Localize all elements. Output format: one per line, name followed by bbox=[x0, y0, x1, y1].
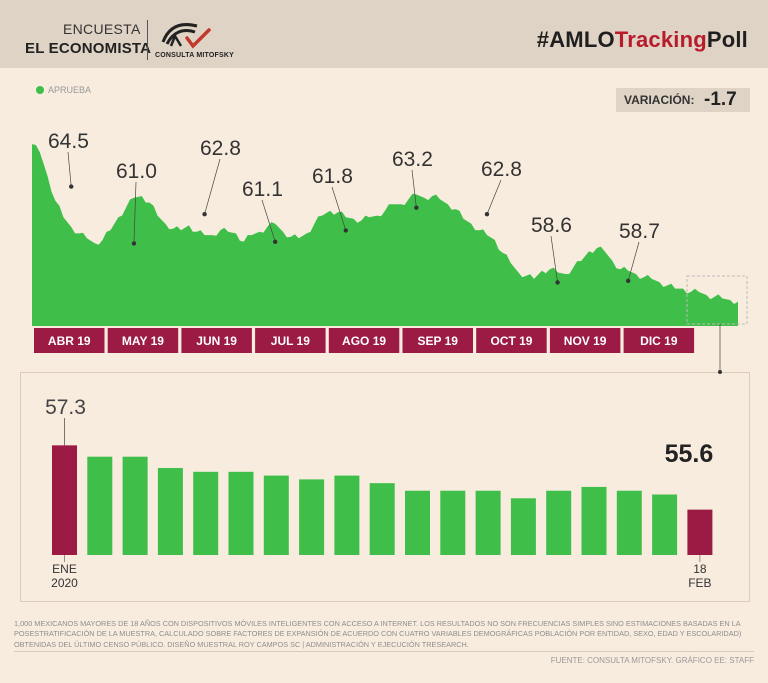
annotation-dot bbox=[555, 280, 560, 285]
bar bbox=[334, 475, 360, 555]
bar bbox=[440, 490, 466, 555]
month-tab bbox=[402, 328, 473, 353]
connector-dot bbox=[718, 370, 722, 374]
month-tab bbox=[549, 328, 621, 353]
annotation-leader bbox=[550, 235, 558, 283]
zoom-highlight-box bbox=[686, 275, 748, 325]
month-label: ABR 19 bbox=[48, 334, 91, 348]
annotation-label: 63.2 bbox=[392, 148, 433, 171]
variacion-box: VARIACIÓN: -1.7 bbox=[616, 88, 750, 112]
month-label: OCT 19 bbox=[490, 334, 532, 348]
first-bar-value: 57.3 bbox=[45, 396, 86, 419]
bar bbox=[616, 490, 642, 555]
footnote-divider bbox=[14, 651, 754, 652]
encuesta-label: ENCUESTA bbox=[63, 21, 141, 37]
header-bar: ENCUESTA EL ECONOMISTA CONSULTA MITOFSKY… bbox=[0, 0, 768, 68]
month-tab bbox=[255, 328, 326, 353]
last-bar-value: 55.6 bbox=[665, 440, 714, 468]
annotation-leader bbox=[261, 199, 276, 242]
annotation-leader bbox=[67, 151, 72, 187]
annotation-dot bbox=[272, 239, 278, 245]
month-tab bbox=[328, 328, 400, 353]
annotation-leader bbox=[411, 169, 417, 208]
annotation-label: 61.8 bbox=[312, 165, 353, 188]
el-economista-logo-text: EL ECONOMISTA bbox=[25, 40, 152, 57]
hashtag-red: Tracking bbox=[614, 27, 707, 52]
last-bar-day: 18 bbox=[693, 562, 707, 576]
bar bbox=[228, 471, 254, 555]
month-label: SEP 19 bbox=[418, 334, 459, 348]
annotation-label: 62.8 bbox=[481, 158, 522, 181]
month-tab bbox=[107, 328, 179, 353]
last-bar-month: FEB bbox=[688, 576, 711, 590]
bar bbox=[475, 490, 501, 555]
annotation-leader bbox=[204, 158, 221, 215]
bar bbox=[87, 456, 113, 555]
annotation-label: 61.0 bbox=[116, 160, 157, 183]
annotation-dot bbox=[414, 205, 419, 210]
annotation-leader bbox=[486, 179, 502, 215]
bar bbox=[193, 471, 219, 555]
annotation-label: 61.1 bbox=[242, 178, 283, 201]
month-label: JUN 19 bbox=[196, 334, 237, 348]
month-tab bbox=[476, 328, 547, 353]
bar bbox=[687, 509, 713, 555]
month-label: NOV 19 bbox=[564, 334, 607, 348]
month-tab bbox=[623, 328, 695, 353]
source-credit: FUENTE: CONSULTA MITOFSKY. GRÁFICO EE: S… bbox=[550, 656, 754, 665]
month-tab bbox=[34, 328, 105, 353]
bar bbox=[369, 483, 395, 555]
hashtag-prefix: #AMLO bbox=[536, 27, 615, 52]
month-tab bbox=[181, 328, 252, 353]
annotation-dot bbox=[625, 278, 631, 283]
variacion-label: VARIACIÓN: bbox=[624, 93, 695, 107]
annotation-dot bbox=[343, 228, 348, 233]
month-label: JUL 19 bbox=[271, 334, 310, 348]
annotation-dot bbox=[484, 212, 490, 217]
bar bbox=[52, 445, 77, 555]
consulta-mitofsky-text: CONSULTA MITOFSKY bbox=[155, 52, 234, 59]
annotation-label: 58.6 bbox=[531, 214, 572, 237]
annotation-leader bbox=[627, 241, 640, 281]
annotation-label: 62.8 bbox=[200, 137, 241, 160]
legend-dot-icon bbox=[36, 86, 44, 94]
annotation-label: 64.5 bbox=[48, 130, 89, 153]
bar bbox=[263, 475, 289, 555]
bar bbox=[581, 486, 607, 555]
bar bbox=[405, 490, 430, 555]
first-bar-month: ENE bbox=[52, 562, 77, 576]
annotation-label: 58.7 bbox=[619, 220, 660, 243]
bar bbox=[510, 498, 536, 555]
bar bbox=[299, 479, 325, 555]
bar bbox=[157, 468, 183, 555]
header-divider bbox=[147, 20, 148, 60]
legend: APRUEBA bbox=[36, 85, 91, 95]
bar bbox=[652, 494, 678, 555]
annotation-dot bbox=[202, 212, 207, 217]
footnote: 1,000 mexicanos mayores de 18 años con d… bbox=[14, 619, 742, 649]
amlo-tracking-poll-title: #AMLOTrackingPoll bbox=[537, 27, 748, 53]
approval-area bbox=[32, 144, 738, 326]
month-label: AGO 19 bbox=[342, 334, 386, 348]
first-bar-year: 2020 bbox=[51, 576, 78, 590]
month-label: MAY 19 bbox=[122, 334, 164, 348]
variacion-value: -1.7 bbox=[704, 89, 737, 110]
hashtag-suffix: Poll bbox=[706, 27, 748, 52]
annotation-leader bbox=[133, 181, 137, 244]
bar bbox=[546, 490, 572, 555]
annotation-leader bbox=[331, 186, 347, 231]
legend-label: APRUEBA bbox=[48, 85, 92, 95]
mitofsky-logo-icon bbox=[161, 23, 211, 49]
annotation-dot bbox=[131, 241, 137, 246]
annotation-dot bbox=[69, 184, 74, 189]
bar-chart-panel bbox=[20, 372, 750, 602]
month-label: DIC 19 bbox=[640, 334, 678, 348]
bar bbox=[122, 456, 148, 555]
